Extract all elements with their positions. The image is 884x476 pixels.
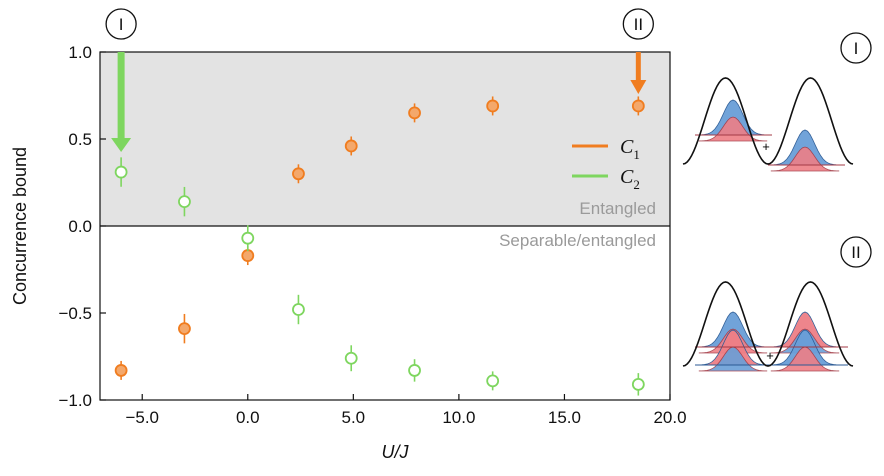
annotation-arrows bbox=[111, 52, 647, 152]
data-point bbox=[114, 364, 128, 377]
data-point bbox=[344, 351, 358, 365]
data-point bbox=[486, 99, 500, 113]
data-point bbox=[344, 139, 358, 153]
x-tick-label: 0.0 bbox=[236, 408, 260, 427]
data-point bbox=[241, 231, 255, 245]
y-axis-title: Concurrence bound bbox=[10, 147, 30, 305]
x-tick-label: 15.0 bbox=[548, 408, 581, 427]
x-axis-title-text: U/J bbox=[382, 442, 410, 462]
x-tick-label: 5.0 bbox=[342, 408, 366, 427]
wavefunction-insets: I+II+ bbox=[682, 32, 872, 372]
y-axis: 1.0 0.5 0.0 −0.5 −1.0 bbox=[58, 43, 106, 410]
data-point bbox=[292, 303, 305, 316]
x-tick-label: 20.0 bbox=[653, 408, 686, 427]
data-point bbox=[631, 99, 645, 113]
potential-curve bbox=[682, 281, 854, 367]
annotation-label: I bbox=[119, 15, 124, 34]
data-point bbox=[408, 364, 421, 377]
data-point bbox=[408, 106, 421, 120]
y-tick-label: −0.5 bbox=[58, 304, 92, 323]
packet-left-lower bbox=[698, 116, 768, 142]
data-point bbox=[178, 195, 191, 209]
legend-subscript: 2 bbox=[633, 177, 640, 192]
entangled-label: Entangled bbox=[579, 199, 656, 218]
data-point bbox=[486, 374, 500, 388]
y-tick-label: 0.5 bbox=[68, 130, 92, 149]
x-axis: −5.0 0.0 5.0 10.0 15.0 20.0 bbox=[125, 394, 687, 427]
data-point bbox=[178, 322, 191, 336]
data-point bbox=[241, 249, 255, 262]
plot-area: −5.0 0.0 5.0 10.0 15.0 20.0 1.0 0.5 0.0 −0.5 −1.0… bbox=[10, 43, 687, 462]
packet-right-lower bbox=[770, 146, 840, 172]
y-tick-label: −1.0 bbox=[58, 391, 92, 410]
inset-2: II + bbox=[682, 236, 872, 372]
plus-sign: + bbox=[766, 348, 774, 363]
potential-curve bbox=[682, 77, 854, 165]
annotation-circle bbox=[622, 8, 654, 40]
inset-label: II bbox=[851, 243, 860, 262]
annotation-circle bbox=[105, 8, 137, 40]
inset-label-circle bbox=[840, 32, 872, 64]
x-axis-title: U/J bbox=[382, 442, 410, 462]
inset-label-circle bbox=[840, 236, 872, 268]
inset-1: I+ bbox=[682, 32, 872, 172]
x-tick-label: −5.0 bbox=[125, 408, 159, 427]
data-point bbox=[292, 167, 305, 181]
x-tick-label: 10.0 bbox=[442, 408, 475, 427]
state-annotations: I II bbox=[105, 8, 654, 40]
annotation-arrow-head bbox=[630, 80, 647, 94]
inset-label: I bbox=[854, 39, 859, 58]
entangled-region bbox=[100, 52, 670, 226]
plus-sign: + bbox=[762, 139, 770, 154]
packet-b-right-lower bbox=[770, 346, 840, 372]
data-point bbox=[631, 377, 645, 391]
data-markers bbox=[114, 96, 645, 396]
annotation-arrow-head bbox=[111, 138, 132, 152]
annotation-label: II bbox=[634, 15, 643, 34]
data-point bbox=[114, 165, 128, 179]
y-tick-label: 1.0 bbox=[68, 43, 92, 62]
legend-subscript: 1 bbox=[633, 147, 640, 162]
separable-label: Separable/entangled bbox=[499, 231, 656, 250]
y-tick-label: 0.0 bbox=[68, 217, 92, 236]
